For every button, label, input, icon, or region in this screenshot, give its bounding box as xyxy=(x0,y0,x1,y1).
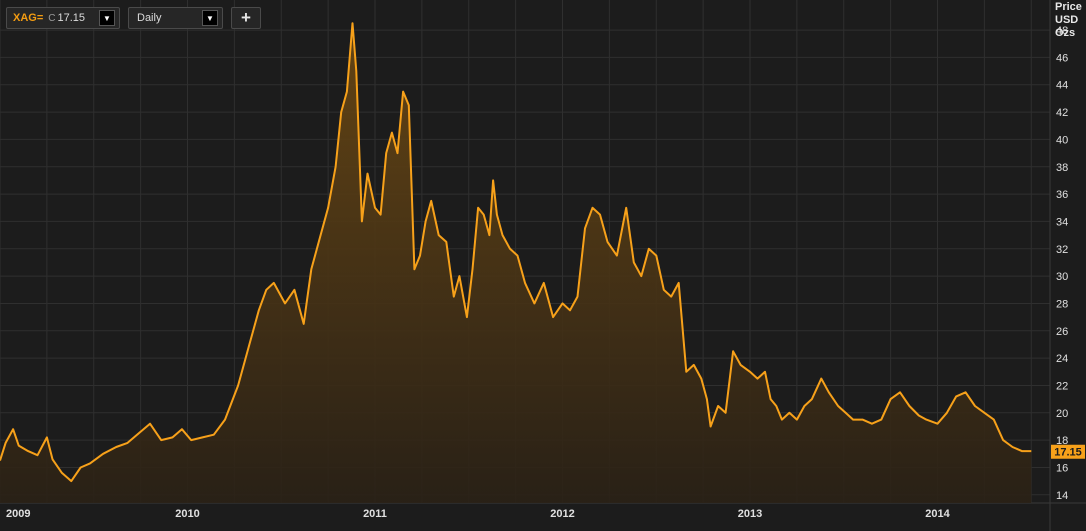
y-tick-label: 44 xyxy=(1056,80,1068,92)
x-tick-label: 2011 xyxy=(363,508,387,520)
price-area xyxy=(0,23,1032,503)
x-tick-label: 2012 xyxy=(550,508,574,520)
last-price-tag xyxy=(1051,444,1085,459)
series-line xyxy=(0,22,1032,483)
chart-toolbar: XAG= C 17.15 ▼ Daily ▼ + xyxy=(6,7,261,29)
x-axis-labels: 2009 2010 2011 2012 2013 2014 xyxy=(6,508,951,520)
y-tick-label: 38 xyxy=(1056,162,1068,174)
unit-line-2: USD xyxy=(1055,14,1079,26)
y-tick-label: 20 xyxy=(1056,408,1068,420)
x-tick-label: 2014 xyxy=(925,508,950,520)
triangle-down-icon[interactable]: ▼ xyxy=(99,10,115,26)
last-value: 17.15 xyxy=(57,12,86,24)
y-tick-label: 30 xyxy=(1056,271,1068,283)
price-line xyxy=(0,22,1032,483)
y-tick-label: 48 xyxy=(1056,25,1068,37)
unit-line-1: Price xyxy=(1055,1,1082,13)
y-tick-label: 28 xyxy=(1056,298,1068,310)
price-axis-unit: Price USD Ozs xyxy=(1055,1,1082,40)
plus-icon: + xyxy=(241,8,251,27)
area-fill xyxy=(0,23,1032,503)
y-tick-label: 36 xyxy=(1056,189,1068,201)
symbol-code: XAG= xyxy=(13,12,44,24)
last-price-label: 17.15 xyxy=(1054,447,1082,459)
y-tick-label: 32 xyxy=(1056,244,1068,256)
x-tick-label: 2009 xyxy=(6,508,30,520)
y-tick-label: 46 xyxy=(1056,52,1068,64)
y-tick-label: 26 xyxy=(1056,326,1068,338)
y-axis-labels: 14 16 18 20 22 24 26 28 30 32 34 36 38 40 42 44 46 48 xyxy=(1056,25,1068,502)
y-tick-label: 22 xyxy=(1056,380,1068,392)
add-study-button[interactable]: + xyxy=(231,7,261,29)
last-price-marker: 17.15 xyxy=(1051,444,1085,459)
unit-line-3: Ozs xyxy=(1055,27,1076,39)
interval-value: Daily xyxy=(137,12,162,24)
y-tick-label: 16 xyxy=(1056,462,1068,474)
x-tick-label: 2010 xyxy=(175,508,199,520)
y-tick-label: 42 xyxy=(1056,107,1068,119)
y-tick-label: 40 xyxy=(1056,134,1068,146)
y-tick-label: 34 xyxy=(1056,216,1068,228)
triangle-down-icon[interactable]: ▼ xyxy=(202,10,218,26)
y-tick-label: 24 xyxy=(1056,353,1068,365)
interval-selector[interactable]: Daily ▼ xyxy=(128,7,223,29)
x-tick-label: 2013 xyxy=(738,508,762,520)
close-label: C xyxy=(48,12,56,24)
symbol-selector[interactable]: XAG= C 17.15 ▼ xyxy=(6,7,120,29)
y-tick-label: 14 xyxy=(1056,490,1068,502)
y-tick-label: 18 xyxy=(1056,435,1068,447)
